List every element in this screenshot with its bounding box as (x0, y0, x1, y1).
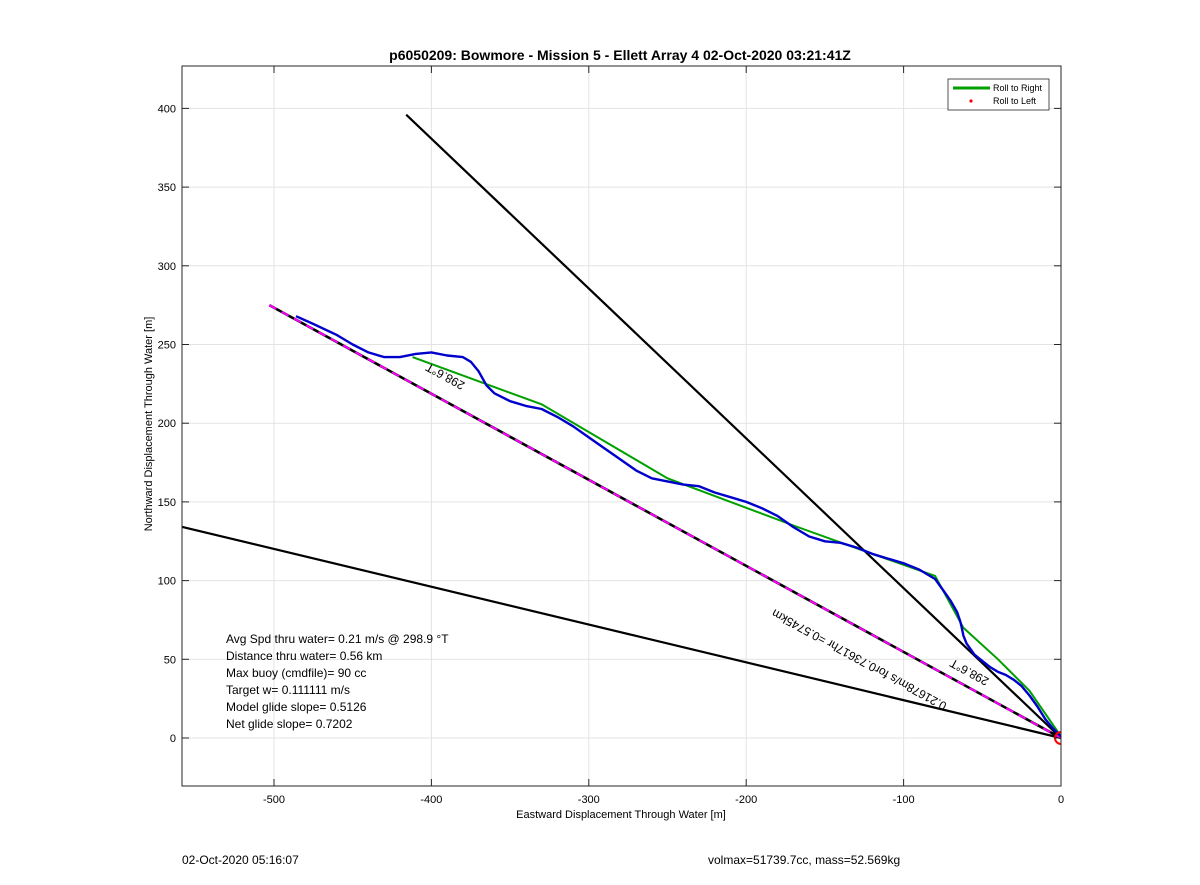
chart-title: p6050209: Bowmore - Mission 5 - Ellett A… (389, 47, 851, 63)
annotation-model-glide: Model glide slope= 0.5126 (226, 700, 367, 714)
y-tick-label: 250 (158, 340, 176, 352)
label-heading_bottom: 298.6°T (947, 656, 991, 689)
clipped-series (182, 113, 1061, 745)
footer-timestamp: 02-Oct-2020 05:16:07 (182, 853, 299, 867)
annotation-max-buoy: Max buoy (cmdfile)= 90 cc (226, 666, 367, 680)
x-tick-label: -400 (420, 794, 442, 806)
annotation-target-w: Target w= 0.111111 m/s (226, 683, 350, 697)
annotation-net-glide: Net glide slope= 0.7202 (226, 717, 353, 731)
track-line (295, 315, 1061, 738)
x-tick-label: -100 (893, 794, 915, 806)
x-tick-label: -500 (263, 794, 285, 806)
axis-ticks: -500 -400 -300 -200 -100 0 0 50 100 150 200 250 300 3… (158, 66, 1064, 806)
label-heading_top: 298.6°T (423, 360, 467, 393)
y-axis-label: Northward Displacement Through Water [m] (143, 317, 155, 532)
x-tick-label: -300 (578, 794, 600, 806)
annotation-distance: Distance thru water= 0.56 km (226, 649, 383, 663)
bearing-line-lower (182, 525, 1061, 740)
y-tick-label: 150 (158, 497, 176, 509)
y-tick-label: 300 (158, 261, 176, 273)
y-tick-label: 200 (158, 418, 176, 430)
heading-line-dash (268, 304, 1061, 739)
bearing-line-upper (405, 113, 1061, 739)
y-tick-label: 0 (170, 733, 176, 745)
series-layer (182, 113, 1061, 745)
footer-summary: volmax=51739.7cc, mass=52.569kg (708, 853, 901, 867)
stats-annotation: Avg Spd thru water= 0.21 m/s @ 298.9 °T … (226, 631, 449, 733)
legend: Roll to Right Roll to Left (947, 78, 1050, 111)
plot-frame (181, 65, 1062, 787)
x-axis-label: Eastward Displacement Through Water [m] (516, 809, 726, 821)
legend-swatch-roll-left (969, 99, 973, 103)
y-tick-label: 100 (158, 576, 176, 588)
legend-label-roll-right: Roll to Right (993, 83, 1043, 93)
y-tick-label: 350 (158, 182, 176, 194)
x-tick-label: 0 (1058, 794, 1064, 806)
roll-right-line (412, 356, 1061, 737)
y-tick-label: 50 (164, 654, 176, 666)
annotation-avg-speed: Avg Spd thru water= 0.21 m/s @ 298.9 °T (226, 632, 449, 646)
legend-label-roll-left: Roll to Left (993, 96, 1037, 106)
y-tick-label: 400 (158, 103, 176, 115)
x-tick-label: -200 (735, 794, 757, 806)
